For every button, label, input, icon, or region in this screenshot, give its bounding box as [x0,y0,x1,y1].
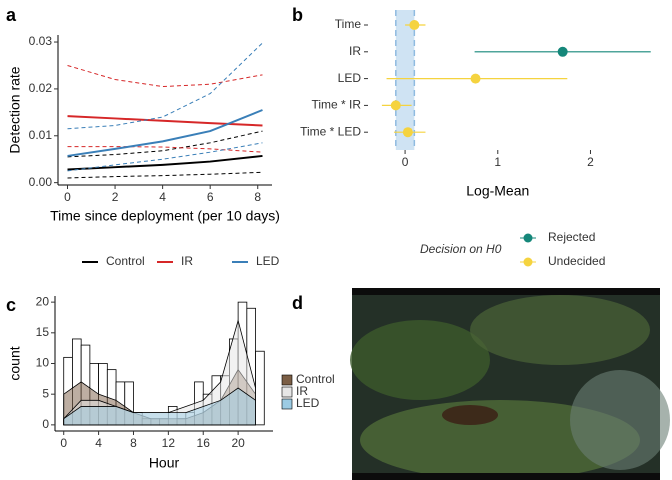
x-axis-title: Log-Mean [466,183,529,199]
density-area [63,387,256,426]
x-tick-label: 0 [60,436,67,450]
point [390,100,401,111]
x-tick-label: 8 [254,190,261,204]
x-axis-title: Hour [149,455,180,471]
point [409,20,420,30]
bar [255,350,265,426]
y-tick-label: 0.00 [29,175,53,189]
ci-upper [67,64,263,88]
panel-label: b [292,5,303,25]
legend-label: LED [256,254,280,268]
point [557,46,568,57]
legend-label: Rejected [548,230,595,244]
fit-line [67,109,263,157]
point [402,127,413,138]
x-tick-label: 16 [197,436,211,450]
x-tick-label: 8 [130,436,137,450]
y-tick-label: 0.02 [29,81,53,95]
legend-label: IR [181,254,193,268]
x-tick-label: 1 [494,155,501,169]
ci-upper [67,130,263,158]
legend-swatch [523,233,533,243]
legend-label: Control [296,372,335,386]
legend-swatch [281,386,293,398]
y-tick-label: 0.03 [29,34,53,48]
x-tick-label: 20 [231,436,245,450]
ci-lower [67,171,263,179]
x-tick-label: 0 [402,155,409,169]
y-tick-label: 20 [36,294,50,308]
y-axis-title: count [7,346,23,380]
legend-label: LED [296,396,320,410]
x-tick-label: 6 [207,190,214,204]
legend-label: Control [106,254,145,268]
ci-lower [67,142,263,172]
y-axis-title: Detection rate [7,66,23,153]
y-tick-label: LED [338,71,362,85]
y-tick-label: 10 [36,356,50,370]
y-tick-label: Time * IR [311,98,361,112]
panel-label: d [292,293,303,313]
x-tick-label: 0 [64,190,71,204]
fit-line [67,154,263,171]
ci-upper [67,42,263,130]
camera-photo [350,288,670,480]
y-tick-label: Time * LED [300,124,361,138]
panel-label: a [6,5,17,25]
panel-label: c [6,295,16,315]
y-tick-label: 15 [36,325,50,339]
rope-band [395,10,415,150]
x-tick-label: 4 [95,436,102,450]
point [470,73,481,84]
legend-swatch [281,398,293,410]
y-tick-label: Time [335,17,362,31]
legend-swatch [281,374,293,386]
y-tick-label: 0 [42,417,49,431]
legend-title: Decision on H0 [420,242,502,256]
x-tick-label: 2 [587,155,594,169]
x-axis-title: Time since deployment (per 10 days) [50,208,280,224]
ci-lower [67,146,263,153]
x-tick-label: 12 [162,436,176,450]
legend-swatch [523,257,533,267]
y-tick-label: IR [349,44,361,58]
legend-label: IR [296,384,308,398]
legend-label: Undecided [548,254,605,268]
y-tick-label: 5 [42,386,49,400]
y-tick-label: 0.01 [29,128,53,142]
x-tick-label: 2 [112,190,119,204]
x-tick-label: 4 [159,190,166,204]
